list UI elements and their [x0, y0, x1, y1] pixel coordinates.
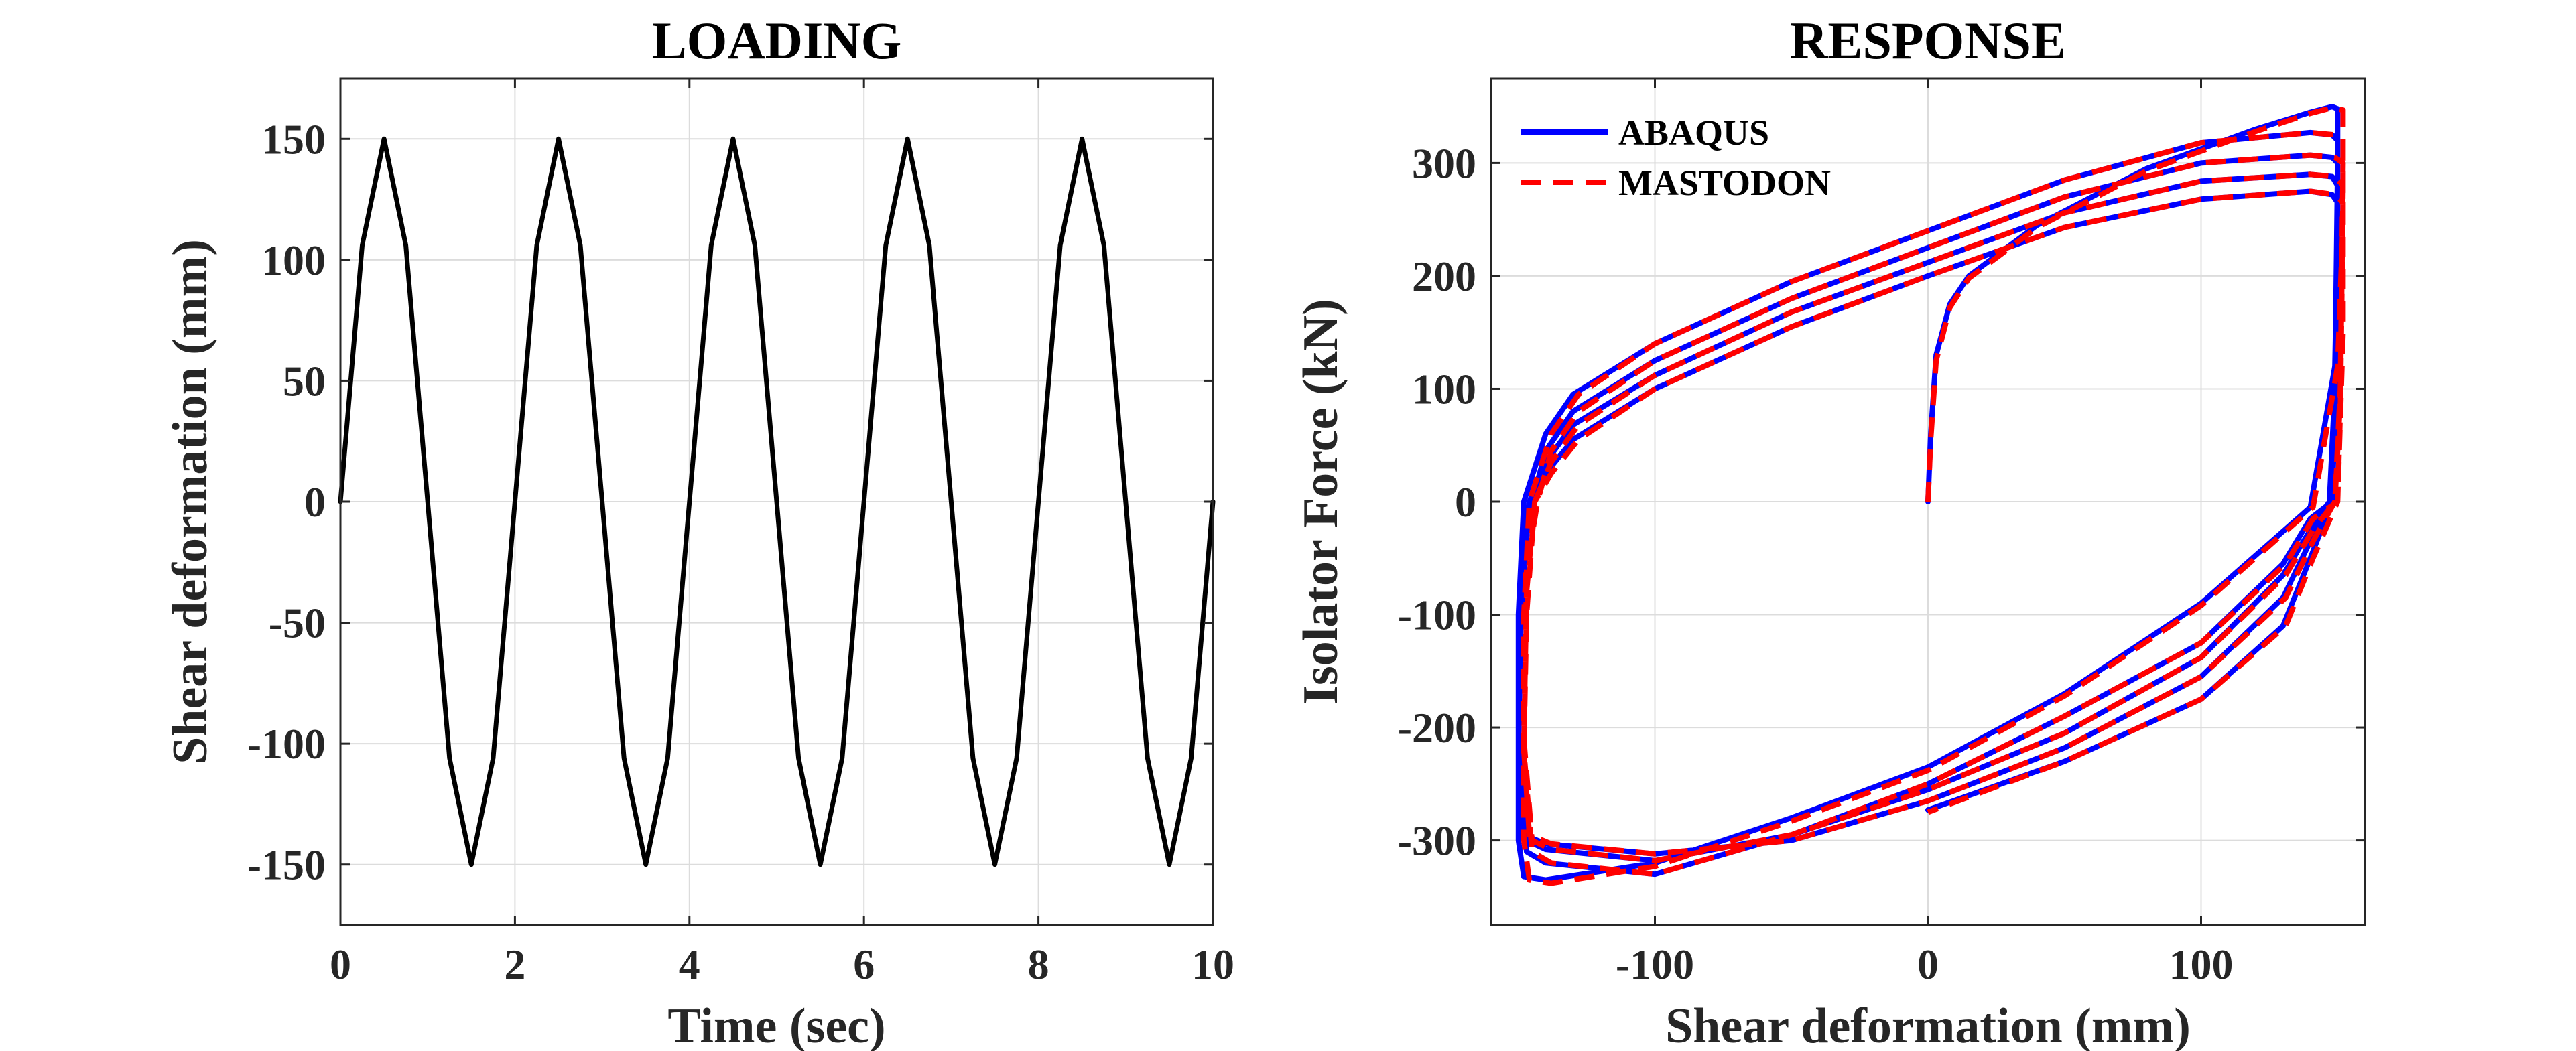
loading-x-tick-label: 0 [330, 940, 351, 988]
loading-x-axis-label: Time (sec) [667, 999, 885, 1051]
response-ticks: -100 0 100 -300 -200 -100 0 100 200 300 [1398, 78, 2365, 988]
response-series-line-mastodon [1521, 104, 2346, 886]
response-y-tick-label: -300 [1398, 817, 1476, 865]
response-y-tick-label: 100 [1412, 365, 1476, 413]
loading-series-line-0 [338, 136, 1216, 867]
loading-title: LOADING [652, 11, 902, 70]
loading-y-tick-label: -50 [269, 600, 326, 647]
loading-ticks: 0 2 4 6 8 10 -150 -100 -50 0 50 100 150 [247, 78, 1234, 988]
loading-series [338, 136, 1216, 867]
loading-plot: 0 2 4 6 8 10 -150 -100 -50 0 50 100 150 LOADING Time… [163, 11, 1234, 1051]
loading-y-tick-label: -100 [247, 720, 326, 768]
response-y-axis-label: Isolator Force (kN) [1293, 299, 1348, 705]
loading-x-tick-label: 10 [1192, 940, 1234, 988]
loading-x-tick-label: 4 [679, 940, 700, 988]
response-x-axis-label: Shear deformation (mm) [1665, 999, 2191, 1051]
legend-label-abaqus: ABAQUS [1618, 113, 1769, 153]
loading-y-axis-label: Shear deformation (mm) [163, 239, 218, 764]
legend-label-mastodon: MASTODON [1618, 163, 1831, 203]
response-series [1515, 104, 2346, 886]
response-y-tick-label: 200 [1412, 253, 1476, 300]
response-legend: ABAQUS MASTODON [1521, 113, 1831, 203]
response-x-tick-label: 0 [1917, 940, 1939, 988]
response-y-tick-label: -200 [1398, 704, 1476, 752]
loading-x-tick-label: 6 [853, 940, 875, 988]
loading-y-tick-label: 50 [283, 357, 326, 405]
response-x-tick-label: 100 [2169, 940, 2234, 988]
loading-y-tick-label: 0 [304, 478, 326, 526]
loading-y-tick-label: 100 [261, 236, 326, 284]
response-y-tick-label: -100 [1398, 591, 1476, 639]
loading-y-tick-label: 150 [261, 115, 326, 163]
response-x-tick-label: -100 [1616, 940, 1694, 988]
loading-y-tick-label: -150 [247, 841, 326, 889]
response-y-tick-label: 300 [1412, 139, 1476, 187]
response-title: RESPONSE [1790, 11, 2066, 70]
response-y-tick-label: 0 [1455, 478, 1476, 526]
loading-x-tick-label: 8 [1028, 940, 1049, 988]
loading-x-tick-label: 2 [504, 940, 525, 988]
response-gridlines [1491, 78, 2365, 925]
response-series-line-abaqus [1515, 104, 2341, 883]
